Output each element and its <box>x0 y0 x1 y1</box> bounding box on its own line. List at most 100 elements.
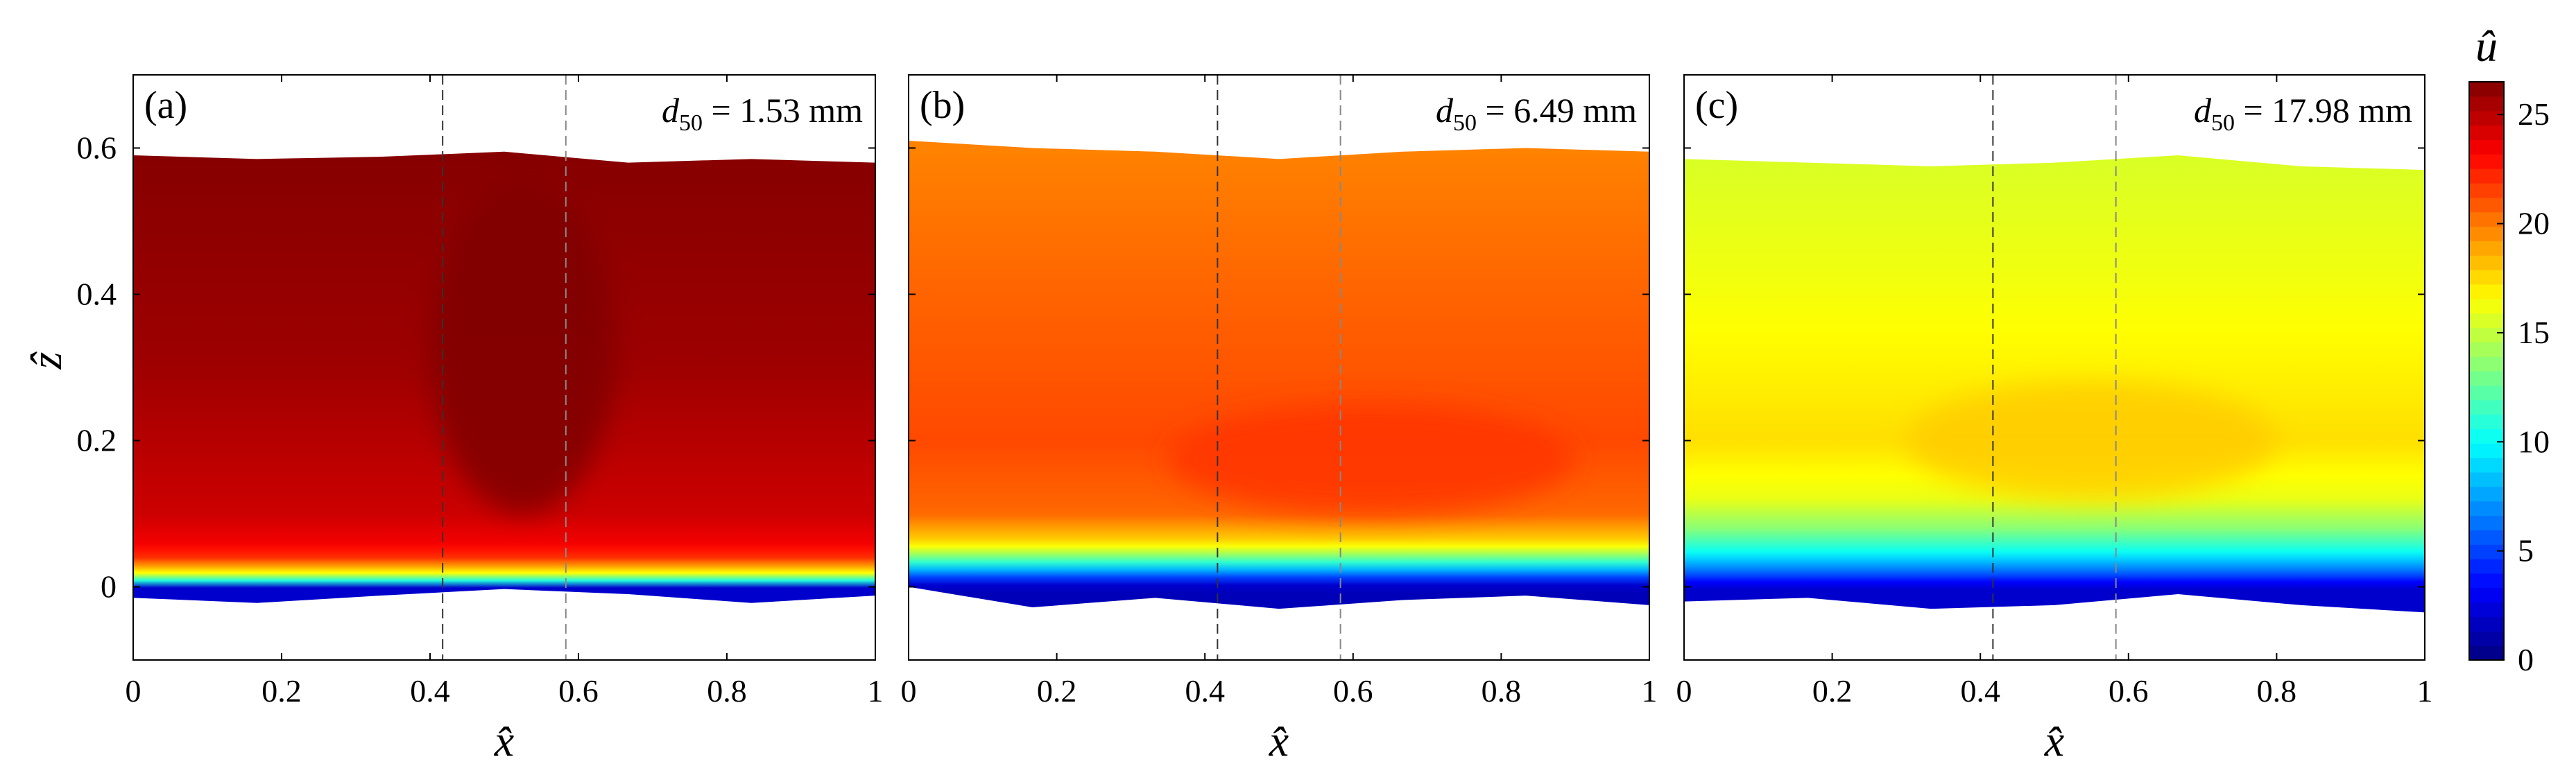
colorbar-band <box>2469 371 2504 386</box>
colorbar-bands <box>2469 82 2504 661</box>
colorbar-band <box>2469 110 2504 126</box>
x-tick-label: 0.4 <box>410 673 450 709</box>
colorbar-band <box>2469 645 2504 661</box>
panel-a: 0 0.2 0.4 0.6 0.8 1 0 0.2 0.4 0.6 (a) d50 = 1.53 … <box>77 74 884 765</box>
colorbar-tick-label: 0 <box>2518 642 2534 677</box>
colorbar-band <box>2469 139 2504 155</box>
ticks-c: 0 0.2 0.4 0.6 0.8 1 <box>1676 75 2433 709</box>
x-tick-label: 0.8 <box>707 673 747 709</box>
axes-frame-a <box>132 74 876 661</box>
colorbar-band <box>2469 226 2504 241</box>
colorbar-label: û <box>2475 21 2498 71</box>
colorbar-band <box>2469 530 2504 545</box>
colorbar-band <box>2469 182 2504 198</box>
colorbar-band <box>2469 573 2504 589</box>
x-tick-label: 1 <box>868 673 884 709</box>
x-axis-label-c: x̂ <box>2044 716 2064 765</box>
colorbar-ticks: 0 5 10 15 20 25 <box>2497 96 2550 677</box>
panel-c: 0 0.2 0.4 0.6 0.8 1 (c) d50 = 17.98 mm x̂ <box>1676 74 2433 765</box>
colorbar-band <box>2469 125 2504 140</box>
x-tick-label: 0.8 <box>1482 673 1522 709</box>
colorbar-band <box>2469 515 2504 530</box>
colorbar-band <box>2469 399 2504 415</box>
d50-subscript: 50 <box>2211 110 2235 136</box>
reference-lines-c <box>1992 75 2117 660</box>
colorbar-band <box>2469 154 2504 169</box>
velocity-field <box>909 140 1649 609</box>
ticks-a: 0 0.2 0.4 0.6 0.8 1 0 0.2 0.4 0.6 <box>77 75 884 709</box>
colorbar-band <box>2469 414 2504 429</box>
colorbar-tick-label: 5 <box>2518 533 2534 568</box>
colorbar-band <box>2469 356 2504 372</box>
colorbar-band <box>2469 241 2504 256</box>
x-tick-label: 0.8 <box>2257 673 2297 709</box>
x-tick-label: 0.2 <box>1812 673 1853 709</box>
d50-annotation-c: d50 = 17.98 mm <box>2194 91 2412 136</box>
colorbar-tick-label: 10 <box>2518 424 2550 459</box>
colorbar-band <box>2469 168 2504 184</box>
panel-tag-c: (c) <box>1695 84 1738 127</box>
ticks-b: 0 0.2 0.4 0.6 0.8 1 <box>901 75 1658 709</box>
x-tick-label: 0.4 <box>1960 673 2000 709</box>
colorbar-tick-label: 15 <box>2518 315 2550 350</box>
d50-symbol: d <box>2194 91 2212 130</box>
colorbar: 0 5 10 15 20 25 û <box>2468 21 2550 677</box>
colorbar-band <box>2469 342 2504 357</box>
colorbar-tick-label: 25 <box>2518 96 2550 132</box>
core-max-region <box>1906 382 2277 499</box>
d50-annotation-b: d50 = 6.49 mm <box>1436 91 1637 136</box>
colorbar-band <box>2469 587 2504 603</box>
d50-symbol: d <box>1436 91 1454 130</box>
colorbar-frame <box>2468 81 2505 661</box>
panel-tag-b: (b) <box>920 84 965 127</box>
colorbar-tick-label: 20 <box>2518 206 2550 241</box>
y-tick-label: 0.4 <box>77 277 117 312</box>
x-tick-label: 0.4 <box>1185 673 1225 709</box>
colorbar-band <box>2469 501 2504 516</box>
y-tick-label: 0 <box>101 569 117 605</box>
x-tick-label: 0.6 <box>1333 673 1373 709</box>
colorbar-band <box>2469 82 2504 97</box>
reference-lines-b <box>1217 75 1341 660</box>
colorbar-band <box>2469 428 2504 444</box>
x-tick-label: 1 <box>2417 673 2433 709</box>
x-tick-label: 0.2 <box>261 673 302 709</box>
x-axis-label-b: x̂ <box>1269 716 1289 765</box>
x-tick-label: 0.6 <box>2109 673 2149 709</box>
y-tick-label: 0.2 <box>77 423 117 458</box>
contour-field-b <box>909 140 1649 609</box>
colorbar-band <box>2469 631 2504 646</box>
colorbar-band <box>2469 559 2504 574</box>
colorbar-band <box>2469 458 2504 473</box>
colorbar-band <box>2469 486 2504 502</box>
colorbar-band <box>2469 96 2504 112</box>
x-tick-label: 0 <box>901 673 917 709</box>
x-tick-label: 0 <box>1676 673 1692 709</box>
y-tick-label: 0.6 <box>77 130 117 166</box>
panel-b: 0 0.2 0.4 0.6 0.8 1 (b) d50 = 6.49 mm x̂ <box>901 74 1658 765</box>
core-max-region <box>1167 403 1576 514</box>
d50-subscript: 50 <box>679 110 703 136</box>
d50-value: = 1.53 mm <box>703 91 863 130</box>
d50-subscript: 50 <box>1453 110 1477 136</box>
contour-field-c <box>1684 155 2425 613</box>
colorbar-band <box>2469 211 2504 227</box>
colorbar-band <box>2469 443 2504 458</box>
d50-annotation-a: d50 = 1.53 mm <box>662 91 863 136</box>
x-tick-label: 0.2 <box>1037 673 1077 709</box>
x-tick-label: 0 <box>126 673 141 709</box>
colorbar-band <box>2469 471 2504 487</box>
core-max-region <box>430 184 616 514</box>
colorbar-band <box>2469 602 2504 618</box>
x-tick-label: 1 <box>1642 673 1658 709</box>
colorbar-band <box>2469 284 2504 299</box>
colorbar-band <box>2469 298 2504 314</box>
d50-symbol: d <box>662 91 680 130</box>
panel-tag-a: (a) <box>144 84 187 127</box>
reference-lines-a <box>442 75 567 660</box>
axes-frame-b <box>908 74 1650 661</box>
colorbar-band <box>2469 270 2504 285</box>
d50-value: = 17.98 mm <box>2235 91 2412 130</box>
colorbar-band <box>2469 385 2504 401</box>
